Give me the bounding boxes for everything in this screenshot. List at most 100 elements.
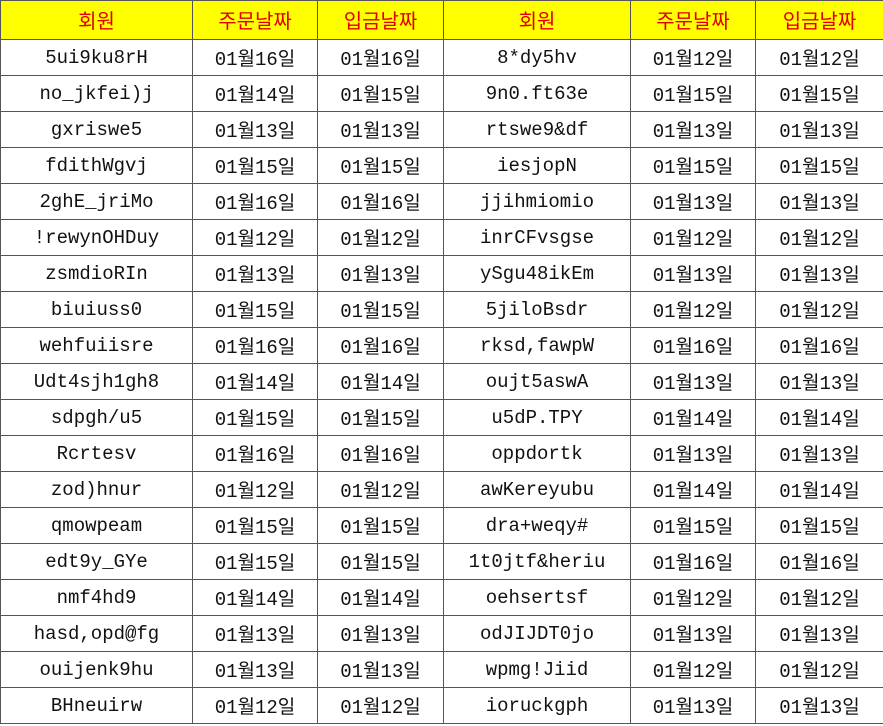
table-cell: 01월13일 [630,183,756,220]
table-cell: 01월12일 [317,471,444,508]
table-row: fdithWgvj 01월15일 01월15일 iesjopN 01월15일 01월15일 [0,147,883,184]
table-cell: Udt4sjh1gh8 [0,363,193,400]
table-row: wehfuiisre 01월16일 01월16일 rksd,fawpW 01월16일 01… [0,327,883,364]
table-cell: 01월16일 [630,327,756,364]
table-row: biuiuss0 01월15일 01월15일 5jiloBsdr 01월12일 01월12… [0,291,883,328]
table-cell: 9n0.ft63e [443,75,631,112]
table-cell: qmowpeam [0,507,193,544]
table-cell: zsmdioRIn [0,255,193,292]
table-cell: iesjopN [443,147,631,184]
table-row: qmowpeam 01월15일 01월15일 dra+weqy# 01월15일 01월15… [0,507,883,544]
table-row: ouijenk9hu 01월13일 01월13일 wpmg!Jiid 01월12일 01월… [0,651,883,688]
table-cell: 01월15일 [630,507,756,544]
table-cell: 01월12일 [630,651,756,688]
table-cell: 01월12일 [755,219,883,256]
table-cell: 01월15일 [192,147,318,184]
table-cell: 01월15일 [317,543,444,580]
table-cell: 5ui9ku8rH [0,39,193,76]
table-cell: 01월13일 [630,363,756,400]
table-cell: 01월13일 [192,255,318,292]
table-cell: Rcrtesv [0,435,193,472]
table-cell: 01월12일 [630,39,756,76]
table-cell: 01월15일 [192,543,318,580]
header-cell: 회원 [443,0,631,40]
table-cell: ouijenk9hu [0,651,193,688]
table-cell: 01월13일 [755,615,883,652]
table-cell: gxriswe5 [0,111,193,148]
table-cell: 01월13일 [192,111,318,148]
table-cell: 01월12일 [755,651,883,688]
table-cell: odJIJDT0jo [443,615,631,652]
table-cell: 01월13일 [755,363,883,400]
table-row: Udt4sjh1gh8 01월14일 01월14일 oujt5aswA 01월13일 01… [0,363,883,400]
table-cell: 01월15일 [755,75,883,112]
table-cell: 01월12일 [755,579,883,616]
table-cell: 01월13일 [630,435,756,472]
table-cell: u5dP.TPY [443,399,631,436]
table-cell: 01월12일 [192,471,318,508]
table-cell: 01월15일 [755,147,883,184]
table-cell: 01월16일 [192,39,318,76]
table-cell: 01월13일 [192,651,318,688]
table-cell: ioruckgph [443,687,631,724]
table-cell: 01월13일 [755,183,883,220]
table-row: hasd,opd@fg 01월13일 01월13일 odJIJDT0jo 01월13일 0… [0,615,883,652]
table-cell: 01월15일 [192,291,318,328]
table-cell: 01월15일 [317,291,444,328]
header-row: 회원 주문날짜 입금날짜 회원 주문날짜 입금날짜 [0,0,883,40]
table-cell: oehsertsf [443,579,631,616]
table-row: gxriswe5 01월13일 01월13일 rtswe9&df 01월13일 01월13… [0,111,883,148]
table-cell: 01월15일 [630,147,756,184]
table-cell: 01월16일 [630,543,756,580]
table-cell: 01월12일 [192,687,318,724]
table-cell: nmf4hd9 [0,579,193,616]
table-cell: 01월13일 [755,111,883,148]
table-cell: 01월13일 [755,687,883,724]
table-cell: 01월15일 [192,399,318,436]
table-cell: 01월12일 [630,219,756,256]
table-cell: 01월12일 [755,291,883,328]
table-row: !rewynOHDuy 01월12일 01월12일 inrCFvsgse 01월12일 0… [0,219,883,256]
table-cell: 01월13일 [192,615,318,652]
table-cell: 01월15일 [192,507,318,544]
table-cell: 01월13일 [755,255,883,292]
table-cell: 2ghE_jriMo [0,183,193,220]
table-cell: 01월13일 [630,255,756,292]
table-cell: edt9y_GYe [0,543,193,580]
table-cell: fdithWgvj [0,147,193,184]
header-cell: 주문날짜 [630,0,756,40]
table-cell: 01월16일 [317,39,444,76]
table-cell: 01월14일 [317,363,444,400]
table-cell: 01월12일 [755,39,883,76]
table-row: edt9y_GYe 01월15일 01월15일 1t0jtf&heriu 01월16일 0… [0,543,883,580]
table-cell: sdpgh/u5 [0,399,193,436]
table-cell: 01월16일 [192,435,318,472]
table-cell: !rewynOHDuy [0,219,193,256]
table-row: no_jkfei)j 01월14일 01월15일 9n0.ft63e 01월15일 01월… [0,75,883,112]
table-cell: jjihmiomio [443,183,631,220]
table-cell: 01월13일 [317,255,444,292]
table-cell: wpmg!Jiid [443,651,631,688]
table-cell: 01월15일 [317,399,444,436]
table-cell: 01월13일 [630,111,756,148]
table-cell: 5jiloBsdr [443,291,631,328]
table-cell: 01월15일 [755,507,883,544]
table-cell: 01월15일 [317,75,444,112]
table-cell: 01월16일 [755,543,883,580]
table-cell: 01월12일 [317,687,444,724]
table-cell: zod)hnur [0,471,193,508]
table-row: zod)hnur 01월12일 01월12일 awKereyubu 01월14일 01월1… [0,471,883,508]
table-cell: no_jkfei)j [0,75,193,112]
table-row: 5ui9ku8rH 01월16일 01월16일 8*dy5hv 01월12일 01월12일 [0,39,883,76]
table-cell: 01월13일 [630,615,756,652]
table-cell: inrCFvsgse [443,219,631,256]
table-cell: 01월15일 [630,75,756,112]
table-row: 2ghE_jriMo 01월16일 01월16일 jjihmiomio 01월13일 01… [0,183,883,220]
table-row: zsmdioRIn 01월13일 01월13일 ySgu48ikEm 01월13일 01월… [0,255,883,292]
table-cell: 01월14일 [192,579,318,616]
table-cell: 01월14일 [317,579,444,616]
table-cell: 01월14일 [192,363,318,400]
table-cell: 01월14일 [630,399,756,436]
